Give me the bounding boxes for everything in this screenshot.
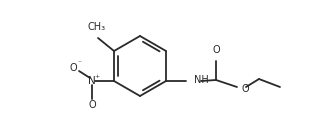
Text: +: + <box>94 74 100 79</box>
Text: NH: NH <box>194 75 209 85</box>
Text: O: O <box>212 45 220 55</box>
Text: O: O <box>242 84 250 94</box>
Text: O: O <box>69 63 77 73</box>
Text: CH₃: CH₃ <box>88 22 106 32</box>
Text: ⁻: ⁻ <box>77 58 81 67</box>
Text: O: O <box>88 100 96 110</box>
Text: N: N <box>88 76 96 86</box>
